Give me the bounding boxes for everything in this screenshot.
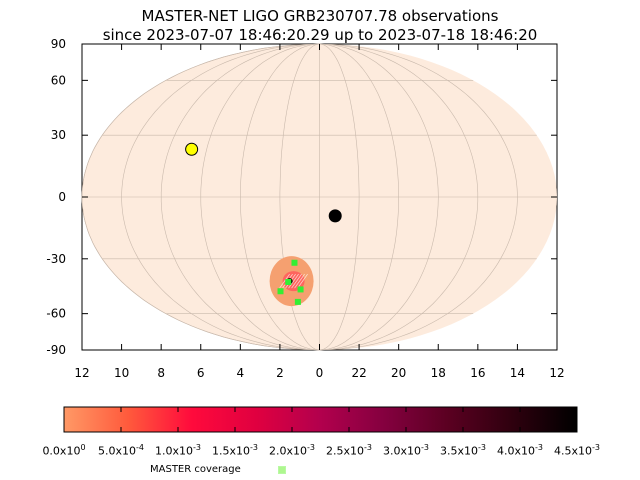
x-tick-label: 20 — [391, 366, 406, 380]
y-tick-label: 90 — [51, 37, 66, 51]
colorbar-tick-label: 4.5x10-3 — [554, 443, 600, 458]
x-tick-label: 22 — [351, 366, 366, 380]
coverage-point — [291, 259, 298, 266]
x-tick-label: 10 — [114, 366, 129, 380]
x-tick-label: 12 — [74, 366, 89, 380]
colorbar-tick-label: 3.0x10-3 — [383, 443, 429, 458]
coverage-point — [297, 286, 304, 293]
x-tick-label: 12 — [549, 366, 564, 380]
localization-hatch — [288, 273, 299, 289]
y-tick-label: 60 — [51, 73, 66, 87]
x-tick-label: 16 — [470, 366, 485, 380]
colorbar-tick-label: 2.0x10-3 — [269, 443, 315, 458]
y-tick-label: -30 — [46, 252, 66, 266]
x-tick-label: 6 — [197, 366, 205, 380]
colorbar-tick-label: 5.0x10-4 — [98, 443, 144, 458]
coverage-point — [285, 279, 292, 286]
legend-label: MASTER coverage — [150, 464, 241, 475]
colorbar-tick-label: 3.5x10-3 — [440, 443, 486, 458]
localization-hatch — [291, 273, 302, 289]
chart-subtitle: since 2023-07-07 18:46:20.29 up to 2023-… — [102, 26, 538, 44]
localization-hatch — [297, 273, 308, 289]
yellow-object-marker — [185, 142, 199, 156]
colorbar-tick-label: 1.5x10-3 — [212, 443, 258, 458]
y-tick-label: -60 — [46, 307, 66, 321]
y-tick-label: 30 — [51, 128, 66, 142]
localization-hatch — [279, 273, 290, 289]
black-object-marker — [328, 209, 342, 223]
colorbar-tick-label: 2.5x10-3 — [326, 443, 372, 458]
x-tick-label: 2 — [276, 366, 284, 380]
colorbar-tick-label: 4.0x10-3 — [497, 443, 543, 458]
x-tick-label: 0 — [316, 366, 324, 380]
chart-title: MASTER-NET LIGO GRB230707.78 observation… — [141, 7, 499, 25]
x-tick-label: 14 — [510, 366, 525, 380]
x-tick-label: 18 — [431, 366, 446, 380]
localization-hatch — [294, 273, 305, 289]
y-tick-label: -90 — [46, 343, 66, 357]
colorbar-tick-label: 0.0x100 — [42, 443, 86, 458]
colorbar-tick-label: 1.0x10-3 — [155, 443, 201, 458]
y-tick-label: 0 — [58, 190, 66, 204]
colorbar — [63, 406, 578, 433]
coverage-point — [277, 288, 284, 295]
x-tick-label: 8 — [157, 366, 165, 380]
legend-swatch — [278, 466, 286, 474]
x-tick-label: 4 — [237, 366, 245, 380]
coverage-point — [294, 298, 301, 305]
